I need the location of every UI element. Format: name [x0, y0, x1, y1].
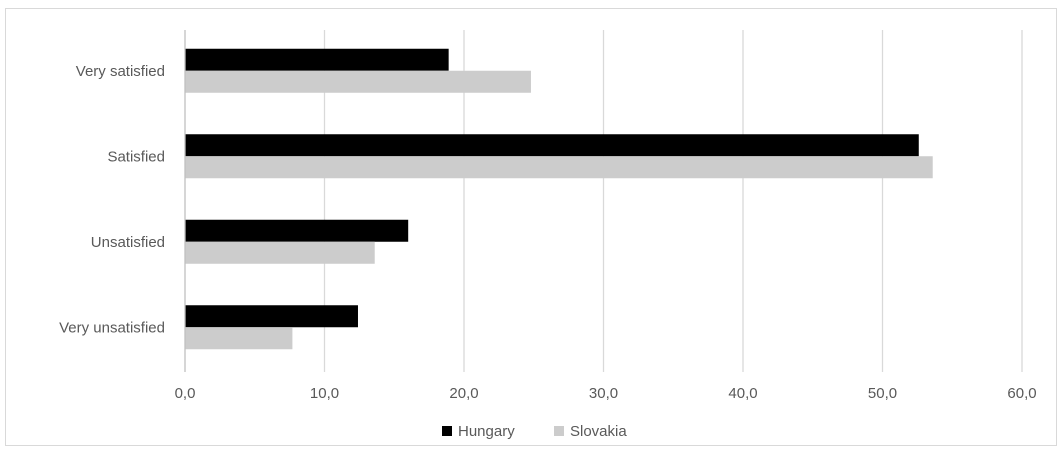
x-tick-label: 20,0	[449, 385, 478, 402]
bar-slovakia	[185, 327, 293, 350]
y-tick-label: Very satisfied	[76, 63, 165, 80]
x-tick-label: 10,0	[310, 385, 339, 402]
x-tick-label: 40,0	[728, 385, 757, 402]
bar-hungary	[185, 134, 919, 157]
x-tick-label: 30,0	[589, 385, 618, 402]
legend-swatch-hungary	[442, 426, 452, 436]
legend-swatch-slovakia	[554, 426, 564, 436]
chart-frame	[5, 8, 1057, 446]
x-tick-label: 50,0	[868, 385, 897, 402]
x-tick-label: 60,0	[1007, 385, 1036, 402]
bar-hungary	[185, 305, 358, 328]
bars	[185, 48, 933, 350]
bar-slovakia	[185, 241, 375, 264]
bar-slovakia	[185, 156, 933, 179]
y-tick-label: Unsatisfied	[91, 234, 165, 251]
legend: Hungary Slovakia	[442, 423, 627, 440]
bar-hungary	[185, 219, 409, 242]
bar-slovakia	[185, 70, 531, 93]
axes: 0,0 10,0 20,0 30,0 40,0 50,0 60,0 Very satisfie…	[59, 30, 1037, 402]
y-tick-label: Very unsatisfied	[59, 319, 165, 336]
legend-label-hungary: Hungary	[458, 423, 515, 440]
x-tick-label: 0,0	[175, 385, 196, 402]
bar-hungary	[185, 48, 449, 71]
y-tick-label: Satisfied	[107, 148, 165, 165]
legend-label-slovakia: Slovakia	[570, 423, 627, 440]
